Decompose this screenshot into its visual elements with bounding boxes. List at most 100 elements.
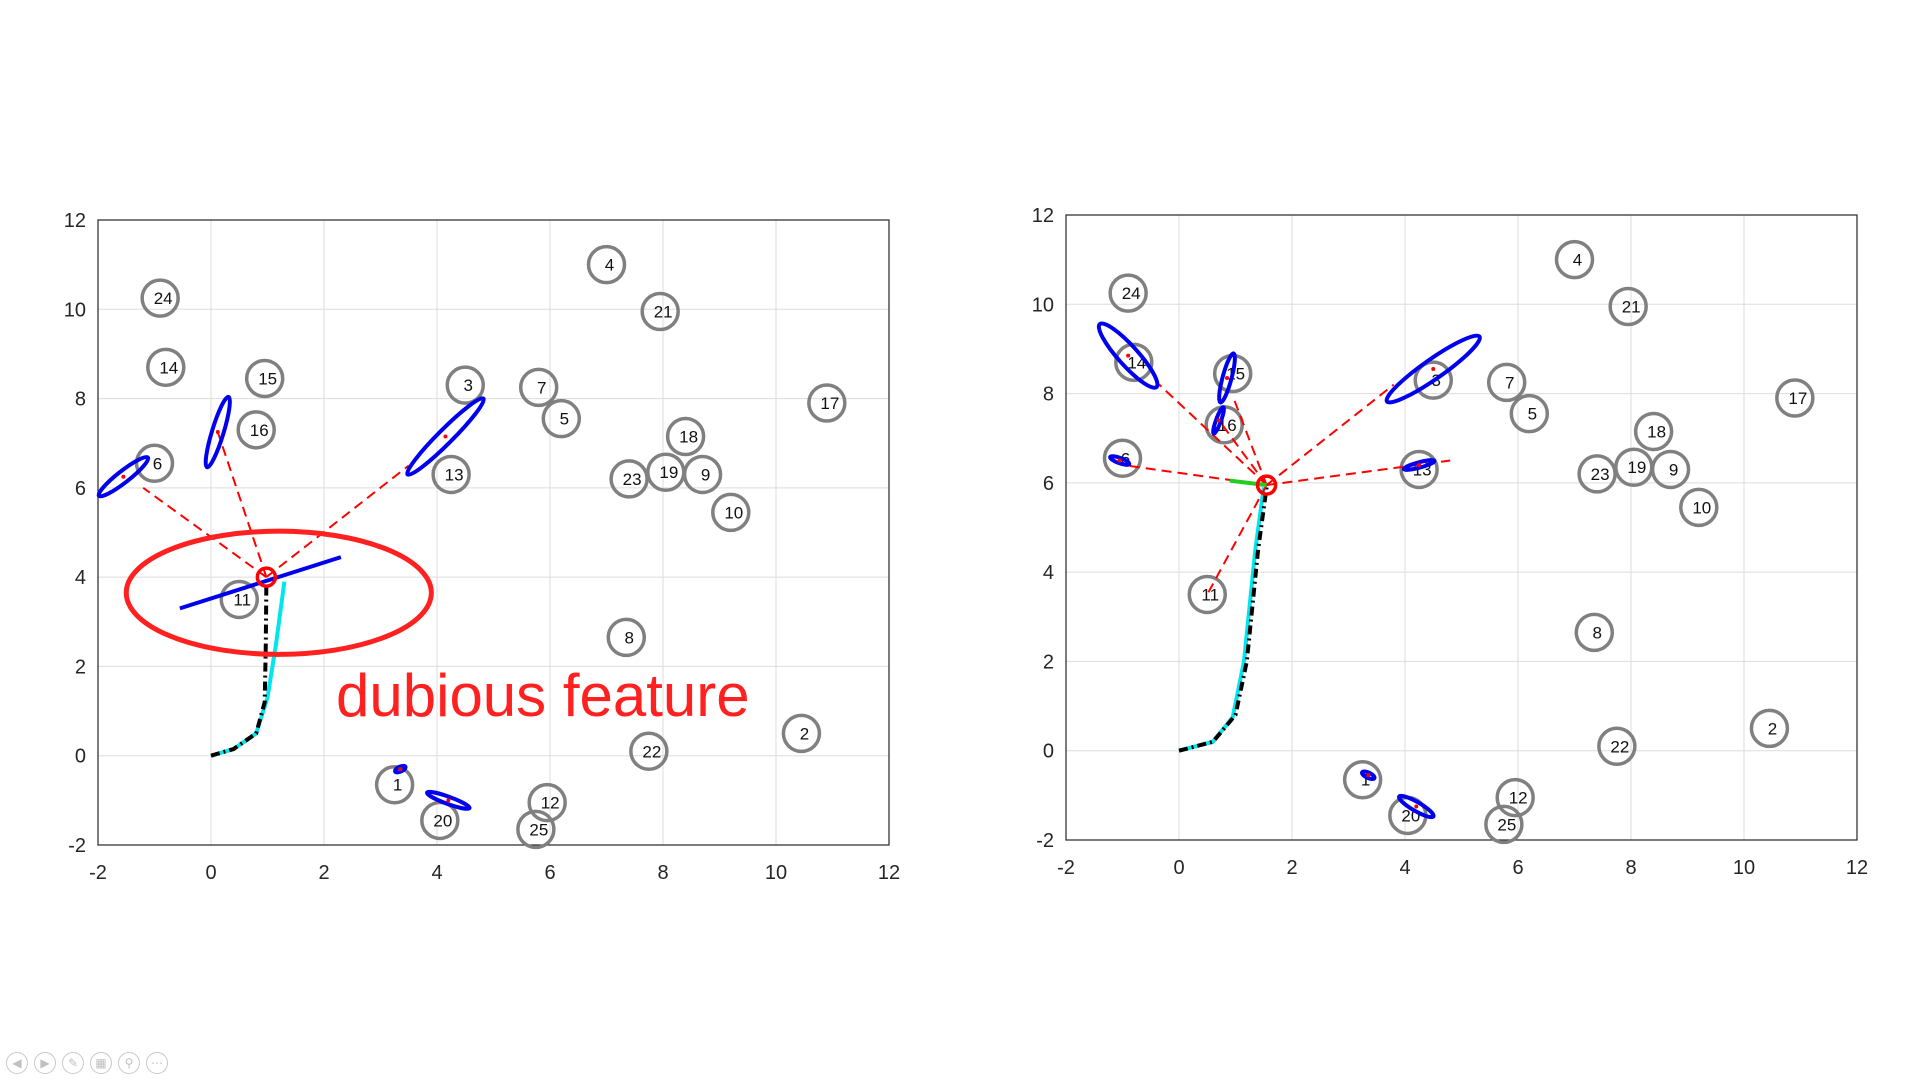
green-segment	[1229, 478, 1267, 488]
x-tick-label: -2	[89, 862, 107, 884]
previous-slide-icon[interactable]: ◀	[6, 1052, 28, 1074]
x-tick-label: 10	[765, 862, 787, 884]
landmark-19	[1614, 447, 1654, 487]
landmark-label-9: 9	[701, 465, 710, 484]
dubious-feature-highlight	[123, 528, 434, 657]
landmark-label-21: 21	[1622, 298, 1641, 317]
x-tick-label: 6	[544, 862, 555, 884]
plot-area	[1066, 215, 1857, 840]
landmark-label-19: 19	[1627, 458, 1646, 477]
zoom-icon[interactable]: ⚲	[118, 1052, 140, 1074]
more-options-icon[interactable]: ⋯	[146, 1052, 168, 1074]
x-tick-label: 0	[205, 862, 216, 884]
landmark-label-5: 5	[1528, 405, 1537, 424]
landmark-label-22: 22	[642, 742, 661, 761]
landmark-label-11: 11	[233, 590, 251, 609]
feature-estimate-marker	[1117, 458, 1122, 463]
feature-uncertainty-ellipse	[96, 455, 151, 499]
feature-uncertainty-ellipse	[1397, 793, 1436, 820]
plot-left: -2 0 2 4 6 8 10 12-2024681012123456789101112131…	[64, 210, 900, 884]
landmark-5	[1509, 393, 1550, 434]
landmark-label-8: 8	[1593, 623, 1602, 642]
pen-icon[interactable]: ✎	[62, 1052, 84, 1074]
x-tick-label: 10	[1733, 857, 1755, 879]
x-tick-label: 8	[1625, 857, 1636, 879]
landmark-3	[445, 365, 485, 405]
landmark-4	[1554, 239, 1595, 280]
landmark-23	[609, 459, 649, 499]
landmark-21	[640, 291, 680, 332]
feature-estimate-marker	[1126, 353, 1131, 358]
feature-estimate-marker	[1417, 463, 1422, 467]
landmark-7	[518, 367, 559, 408]
landmark-label-11: 11	[1201, 585, 1219, 604]
landmark-11	[1187, 574, 1227, 615]
axes-box	[97, 219, 890, 846]
landmark-label-25: 25	[529, 820, 548, 839]
x-tick-label: 6	[1512, 857, 1523, 879]
landmark-23	[1577, 454, 1617, 494]
estimated-trajectory	[210, 577, 269, 758]
landmark-24	[1108, 273, 1148, 313]
landmark-18	[665, 416, 706, 457]
y-tick-label: 8	[1043, 384, 1054, 406]
landmark-7	[1486, 362, 1527, 403]
landmark-label-6: 6	[153, 454, 162, 473]
feature-estimate-marker	[446, 798, 451, 803]
landmark-22	[629, 731, 669, 771]
landmark-12	[1495, 777, 1535, 818]
landmark-label-12: 12	[1509, 789, 1528, 808]
landmark-24	[140, 278, 180, 318]
x-tick-label: 12	[878, 862, 900, 884]
landmark-label-10: 10	[724, 503, 743, 522]
landmark-label-23: 23	[1591, 465, 1610, 484]
feature-estimate-marker	[398, 767, 403, 772]
landmark-label-8: 8	[625, 628, 634, 647]
feature-uncertainty-ellipse	[203, 394, 232, 470]
landmark-4	[586, 244, 627, 285]
feature-estimate-marker	[1366, 773, 1371, 778]
landmark-3	[1413, 360, 1453, 400]
landmark-1	[374, 764, 415, 805]
landmark-10	[711, 492, 751, 533]
landmark-label-21: 21	[654, 303, 673, 322]
robot-pose-marker	[255, 566, 278, 588]
axes-box	[1065, 214, 1858, 841]
feature-estimate-marker	[443, 434, 448, 439]
feature-uncertainty-ellipse	[1401, 458, 1437, 472]
landmark-1	[1342, 759, 1383, 800]
landmark-22	[1597, 726, 1637, 766]
feature-estimate-marker	[215, 430, 220, 435]
landmark-label-1: 1	[393, 776, 402, 795]
x-tick-label: 4	[1399, 857, 1410, 879]
landmark-25	[516, 809, 556, 850]
observation-line	[1265, 383, 1395, 486]
landmark-label-7: 7	[537, 378, 546, 397]
observation-line	[1206, 484, 1268, 595]
feature-uncertainty-ellipse	[1211, 405, 1226, 436]
plot-area	[98, 220, 889, 845]
x-tick-label: 8	[657, 862, 668, 884]
landmark-label-3: 3	[464, 376, 473, 395]
feature-uncertainty-ellipse	[393, 763, 408, 775]
x-tick-label: 4	[431, 862, 442, 884]
feature-estimate-marker	[1431, 367, 1436, 372]
landmark-label-4: 4	[1573, 251, 1582, 270]
landmark-label-20: 20	[433, 811, 452, 830]
feature-estimate-marker	[1414, 804, 1419, 809]
landmark-16	[236, 410, 276, 450]
landmark-label-14: 14	[159, 358, 178, 377]
y-tick-label: 12	[1032, 205, 1054, 227]
feature-uncertainty-ellipse	[1384, 333, 1482, 405]
slides-grid-icon[interactable]: ▦	[90, 1052, 112, 1074]
landmark-label-18: 18	[679, 428, 698, 447]
landmark-18	[1633, 411, 1674, 452]
estimated-trajectory	[1178, 487, 1269, 753]
plot-right: -2 0 2 4 6 8 10 12-2024681012123456789101112131…	[1032, 205, 1868, 879]
landmark-21	[1608, 286, 1648, 327]
next-slide-icon[interactable]: ▶	[34, 1052, 56, 1074]
landmark-6	[134, 443, 175, 484]
landmark-8	[1574, 612, 1615, 653]
landmark-label-24: 24	[154, 289, 173, 308]
